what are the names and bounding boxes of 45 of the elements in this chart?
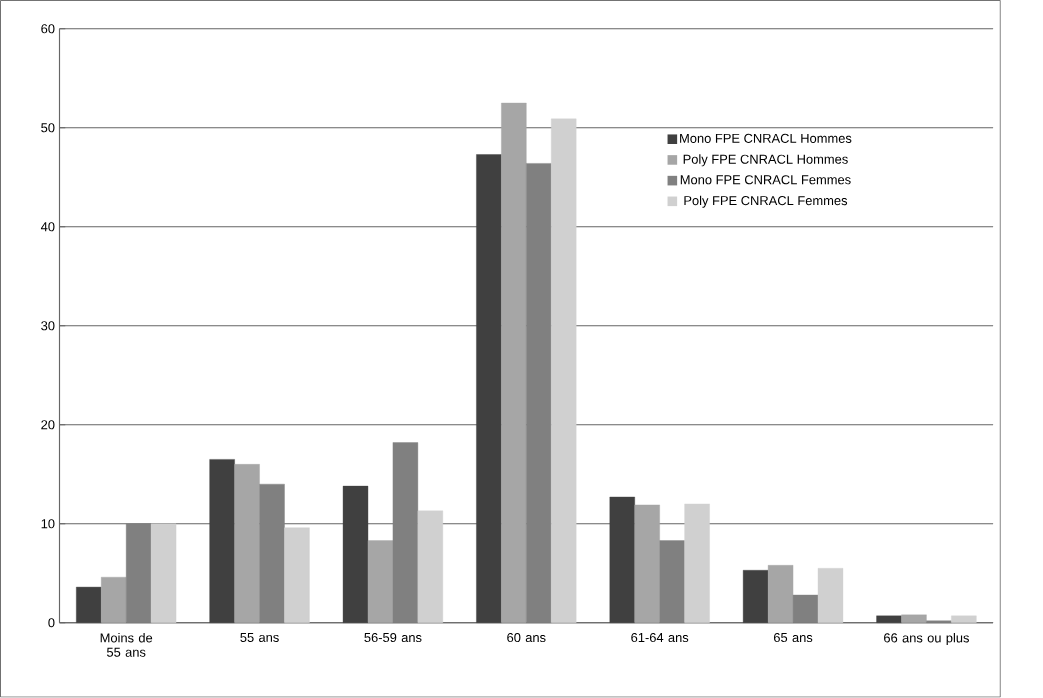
bar xyxy=(417,510,444,624)
bar xyxy=(659,540,685,624)
bar xyxy=(684,503,710,624)
x-tick-label: 56-59 ans xyxy=(364,633,422,643)
bar xyxy=(609,497,635,624)
bar xyxy=(101,577,127,624)
y-tick-label: 10 xyxy=(41,519,55,529)
bar xyxy=(634,504,660,624)
legend-label: Mono FPE CNRACL Hommes xyxy=(680,133,852,144)
x-tick-label: 66 ans ou plus xyxy=(884,633,969,646)
y-tick-label: 0 xyxy=(48,618,55,628)
bar xyxy=(392,442,419,624)
bar xyxy=(742,570,769,624)
bar xyxy=(501,103,527,624)
x-tick-label: 65 ans xyxy=(773,633,813,643)
legend-label: Poly FPE CNRACL Hommes xyxy=(683,154,848,167)
bar xyxy=(367,540,394,624)
legend-label: Poly FPE CNRACL Femmes xyxy=(684,195,848,208)
bar xyxy=(150,523,177,624)
bar xyxy=(234,464,260,624)
bar xyxy=(76,587,102,624)
bar xyxy=(551,118,577,624)
bar xyxy=(526,163,552,624)
bar xyxy=(126,523,152,624)
bar xyxy=(767,565,794,624)
bar xyxy=(951,615,977,624)
x-tick-label: 61-64 ans xyxy=(631,633,689,643)
y-tick-label: 60 xyxy=(41,24,55,34)
bar xyxy=(476,154,502,624)
y-tick-label: 30 xyxy=(41,321,55,331)
bar xyxy=(792,595,819,624)
y-tick-label: 40 xyxy=(40,222,55,232)
bar xyxy=(901,614,927,624)
bar xyxy=(342,486,369,624)
bar xyxy=(817,568,844,624)
legend-label: Mono FPE CNRACL Femmes xyxy=(680,175,851,185)
x-tick-label: 60 ans xyxy=(507,633,546,643)
bar xyxy=(876,615,902,624)
bar xyxy=(259,484,285,624)
x-tick-label: 55 ans xyxy=(240,633,279,643)
bar xyxy=(209,459,235,624)
y-tick-label: 20 xyxy=(41,420,55,430)
x-tick-label: Moins de 55 ans xyxy=(100,633,153,657)
y-tick-label: 50 xyxy=(41,123,55,133)
bar xyxy=(284,527,310,624)
